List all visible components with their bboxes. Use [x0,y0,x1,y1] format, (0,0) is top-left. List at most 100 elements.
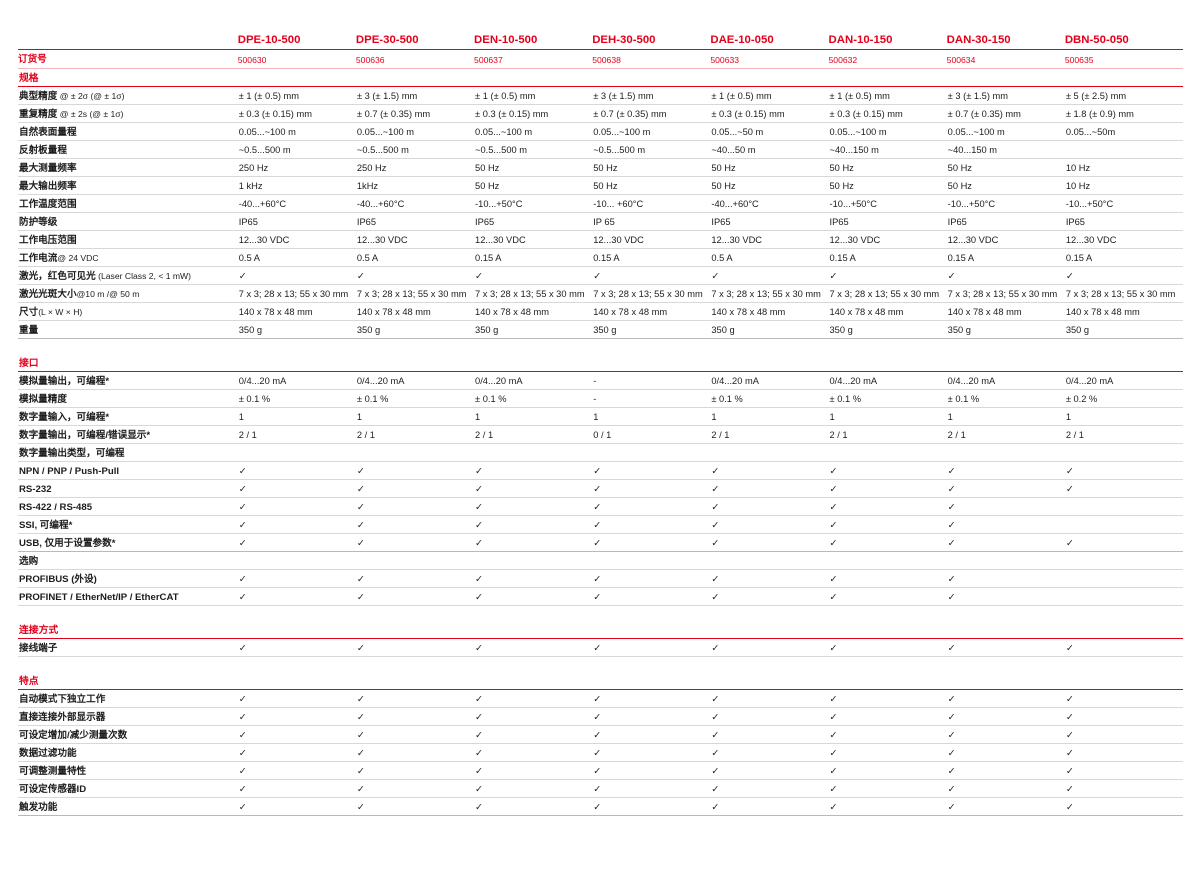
value-cell: 0.15 A [1064,248,1183,267]
order-number-0: 500630 [237,49,356,69]
row-label: NPN / PNP / Push-Pull [18,461,238,480]
check-cell: ✓ [237,743,356,762]
check-cell: ✓ [237,638,356,657]
row-label: 尺寸(L × W × H) [18,302,238,321]
check-cell: ✓ [592,638,711,657]
check-cell: ✓ [355,725,475,744]
order-number-5: 500632 [828,49,947,69]
value-cell: ± 1 (± 0.5) mm [237,86,356,105]
specification-table: DPE-10-500 DPE-30-500 DEN-10-500 DEH-30-500… [18,22,1183,816]
value-cell: 7 x 3; 28 x 13; 55 x 30 mm [710,284,829,303]
value-cell [592,443,711,462]
value-cell: 250 Hz [237,158,356,177]
check-cell: ✓ [828,587,947,606]
column-header-model-5: DAN-10-150 [828,34,893,46]
check-cell: ✓ [946,515,1065,534]
table-body: DPE-10-500 DPE-30-500 DEN-10-500 DEH-30-500… [18,22,1183,816]
value-cell: 2 / 1 [1064,425,1183,444]
check-cell: ✓ [828,707,947,726]
row-label: 数据过滤功能 [18,743,238,762]
value-cell: -10... +60°C [592,194,711,213]
check-cell: ✓ [710,725,829,744]
value-cell [1064,569,1183,588]
value-cell: -40...+60°C [355,194,475,213]
section-gap [18,657,1183,673]
check-cell: ✓ [828,689,947,708]
value-cell: 0.05...~50m [1064,122,1183,141]
check-cell: ✓ [237,725,356,744]
value-cell: 0.05...~100 m [946,122,1065,141]
check-cell: ✓ [1064,797,1183,816]
value-cell: 50 Hz [828,158,947,177]
value-cell: ± 0.2 % [1064,389,1183,408]
check-cell: ✓ [710,587,829,606]
check-cell: ✓ [592,779,711,798]
row-label: 典型精度 @ ± 2σ (@ ± 1σ) [18,86,238,105]
row-label: USB, 仅用于设置参数* [18,533,238,552]
value-cell: 2 / 1 [474,425,593,444]
value-cell: ~0.5...500 m [592,140,711,159]
row-label: RS-422 / RS-485 [18,497,238,516]
value-cell: 50 Hz [946,176,1065,195]
value-cell: 0/4...20 mA [946,371,1065,390]
check-cell: ✓ [237,779,356,798]
value-cell: 1 [237,407,356,426]
value-cell: IP65 [946,212,1065,231]
check-cell: ✓ [592,707,711,726]
value-cell: IP65 [828,212,947,231]
value-cell: 0.5 A [355,248,475,267]
check-cell: ✓ [828,569,947,588]
value-cell: ~0.5...500 m [237,140,356,159]
value-cell: 350 g [237,320,356,339]
check-cell: ✓ [828,479,947,498]
value-cell: 12...30 VDC [355,230,475,249]
order-number-4: 500633 [710,49,829,69]
value-cell: 7 x 3; 28 x 13; 55 x 30 mm [355,284,475,303]
header-spacer [18,22,238,50]
value-cell: ~40...50 m [710,140,829,159]
check-cell: ✓ [474,461,593,480]
value-cell: IP65 [710,212,829,231]
check-cell: ✓ [1064,779,1183,798]
check-cell: ✓ [592,497,711,516]
value-cell: 1 [828,407,947,426]
value-cell [355,551,475,570]
value-cell [1064,443,1183,462]
value-cell: 1 [474,407,593,426]
value-cell: 7 x 3; 28 x 13; 55 x 30 mm [946,284,1065,303]
table-row: RS-232 ✓ ✓ ✓ ✓ ✓ ✓ ✓ ✓ [18,479,1183,498]
value-cell: 0.5 A [710,248,829,267]
check-cell: ✓ [946,779,1065,798]
check-cell: ✓ [592,587,711,606]
value-cell: ± 1.8 (± 0.9) mm [1064,104,1183,123]
column-header-model-0: DPE-10-500 [237,34,301,46]
table-row: 数字量输入，可编程* 1 1 1 1 1 1 1 1 [18,407,1183,426]
value-cell: ± 0.3 (± 0.15) mm [828,104,947,123]
check-cell: ✓ [946,497,1065,516]
table-row: 可设定增加/减少测量次数 ✓ ✓ ✓ ✓ ✓ ✓ ✓ ✓ [18,725,1183,744]
check-cell: ✓ [474,743,593,762]
section-title-0: 规格 [18,68,238,87]
value-cell: -10...+50°C [1064,194,1183,213]
value-cell [237,443,356,462]
check-cell: ✓ [237,587,356,606]
check-cell: ✓ [237,266,356,285]
value-cell: 7 x 3; 28 x 13; 55 x 30 mm [592,284,711,303]
value-cell: 0 / 1 [592,425,711,444]
check-cell: ✓ [355,515,475,534]
value-cell: ± 0.3 (± 0.15) mm [710,104,829,123]
check-cell: ✓ [710,479,829,498]
check-cell: ✓ [1064,761,1183,780]
value-cell: ± 3 (± 1.5) mm [946,86,1065,105]
value-cell: 140 x 78 x 48 mm [710,302,829,321]
value-cell: 140 x 78 x 48 mm [355,302,475,321]
check-cell: ✓ [592,569,711,588]
section-title-2: 连接方式 [18,621,238,639]
row-label: 数字量输出，可编程/错误显示* [18,425,238,444]
row-label: 自然表面量程 [18,122,238,141]
row-label: 触发功能 [18,797,238,816]
check-cell: ✓ [237,689,356,708]
check-cell: ✓ [828,515,947,534]
check-cell: ✓ [474,569,593,588]
value-cell [474,551,593,570]
